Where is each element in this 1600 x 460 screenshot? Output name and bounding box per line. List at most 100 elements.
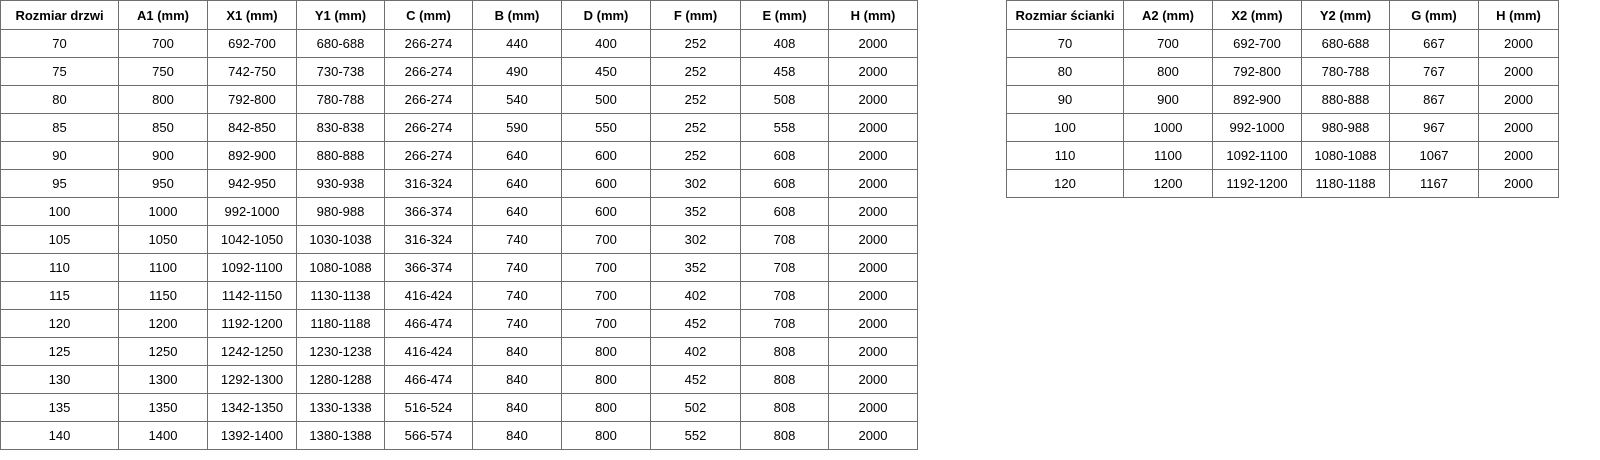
table-cell: 90 xyxy=(1006,85,1124,114)
table-cell: 502 xyxy=(650,393,741,422)
table-cell: 316-324 xyxy=(384,225,473,254)
table-cell: 608 xyxy=(740,169,829,198)
table-cell: 1280-1288 xyxy=(296,365,385,394)
table-cell: 1380-1388 xyxy=(296,421,385,450)
table-row: 75 750 742-750 730-738 266-274 490 450 252 458 20… xyxy=(0,57,918,86)
table-cell: 808 xyxy=(740,393,829,422)
table-cell: 1050 xyxy=(118,225,208,254)
table-cell: 1200 xyxy=(118,309,208,338)
table-row: 135 1350 1342-1350 1330-1338 516-524 840 800 50… xyxy=(0,393,918,422)
table-cell: 100 xyxy=(1006,113,1124,142)
table-cell: 80 xyxy=(1006,57,1124,86)
table-row: 85 850 842-850 830-838 266-274 590 550 252 558 20… xyxy=(0,113,918,142)
walls-dimensions-table: Rozmiar ścianki A2 (mm) X2 (mm) Y2 (mm) G (m… xyxy=(1006,0,1559,198)
table-cell: 992-1000 xyxy=(207,197,297,226)
table-cell: 70 xyxy=(1006,29,1124,58)
table-cell: 740 xyxy=(472,281,562,310)
table-cell: 125 xyxy=(0,337,119,366)
table-cell: 600 xyxy=(561,169,651,198)
table-cell: 800 xyxy=(1123,57,1213,86)
table-cell: 458 xyxy=(740,57,829,86)
table-cell: 516-524 xyxy=(384,393,473,422)
table-cell: 466-474 xyxy=(384,365,473,394)
table-cell: 800 xyxy=(561,393,651,422)
table-cell: 2000 xyxy=(828,29,918,58)
table-cell: 590 xyxy=(472,113,562,142)
table-row: 115 1150 1142-1150 1130-1138 416-424 740 700 40… xyxy=(0,281,918,310)
table-cell: 100 xyxy=(0,197,119,226)
table-row: 110 1100 1092-1100 1080-1088 366-374 740 700 35… xyxy=(0,253,918,282)
table-cell: 2000 xyxy=(828,365,918,394)
table-cell: 792-800 xyxy=(207,85,297,114)
table-cell: 2000 xyxy=(828,281,918,310)
column-header: E (mm) xyxy=(740,0,829,30)
table-cell: 266-274 xyxy=(384,57,473,86)
table-cell: 640 xyxy=(472,169,562,198)
table-cell: 840 xyxy=(472,365,562,394)
table-cell: 800 xyxy=(561,337,651,366)
table-cell: 1100 xyxy=(1123,141,1213,170)
table-cell: 1167 xyxy=(1389,169,1479,198)
table-cell: 708 xyxy=(740,309,829,338)
table-cell: 740 xyxy=(472,309,562,338)
table-cell: 1150 xyxy=(118,281,208,310)
table-cell: 266-274 xyxy=(384,113,473,142)
table-cell: 708 xyxy=(740,281,829,310)
table-cell: 1400 xyxy=(118,421,208,450)
table-cell: 366-374 xyxy=(384,253,473,282)
table-cell: 880-888 xyxy=(1301,85,1390,114)
table-cell: 140 xyxy=(0,421,119,450)
table-cell: 967 xyxy=(1389,113,1479,142)
table-cell: 980-988 xyxy=(1301,113,1390,142)
table-cell: 850 xyxy=(118,113,208,142)
table-cell: 500 xyxy=(561,85,651,114)
table-cell: 1250 xyxy=(118,337,208,366)
table-cell: 120 xyxy=(1006,169,1124,198)
table-cell: 808 xyxy=(740,337,829,366)
table-cell: 1200 xyxy=(1123,169,1213,198)
table-cell: 508 xyxy=(740,85,829,114)
table-cell: 2000 xyxy=(828,337,918,366)
table-cell: 366-374 xyxy=(384,197,473,226)
table-row: 90 900 892-900 880-888 867 2000 xyxy=(1006,85,1559,114)
table-cell: 2000 xyxy=(1478,169,1559,198)
table-cell: 105 xyxy=(0,225,119,254)
table-cell: 742-750 xyxy=(207,57,297,86)
table-cell: 540 xyxy=(472,85,562,114)
table-row: 120 1200 1192-1200 1180-1188 1167 2000 xyxy=(1006,169,1559,198)
table-cell: 85 xyxy=(0,113,119,142)
table-cell: 135 xyxy=(0,393,119,422)
table-cell: 2000 xyxy=(1478,141,1559,170)
table-cell: 2000 xyxy=(828,141,918,170)
table-cell: 1230-1238 xyxy=(296,337,385,366)
table-row: 120 1200 1192-1200 1180-1188 466-474 740 700 45… xyxy=(0,309,918,338)
table-cell: 867 xyxy=(1389,85,1479,114)
table-cell: 700 xyxy=(118,29,208,58)
table-cell: 2000 xyxy=(1478,85,1559,114)
table-cell: 302 xyxy=(650,225,741,254)
table-cell: 1180-1188 xyxy=(1301,169,1390,198)
table-cell: 550 xyxy=(561,113,651,142)
table-cell: 700 xyxy=(561,309,651,338)
table-row: 90 900 892-900 880-888 266-274 640 600 252 608 20… xyxy=(0,141,918,170)
table-cell: 800 xyxy=(561,421,651,450)
doors-dimensions-table: Rozmiar drzwi A1 (mm) X1 (mm) Y1 (mm) C (mm)… xyxy=(0,0,918,450)
table-cell: 490 xyxy=(472,57,562,86)
table-row: 95 950 942-950 930-938 316-324 640 600 302 608 20… xyxy=(0,169,918,198)
header-row: Rozmiar ścianki A2 (mm) X2 (mm) Y2 (mm) G (m… xyxy=(1006,0,1559,30)
header-row: Rozmiar drzwi A1 (mm) X1 (mm) Y1 (mm) C (mm)… xyxy=(0,0,918,30)
table-cell: 2000 xyxy=(828,393,918,422)
table-cell: 1080-1088 xyxy=(1301,141,1390,170)
table-cell: 780-788 xyxy=(296,85,385,114)
table-cell: 640 xyxy=(472,197,562,226)
table-cell: 767 xyxy=(1389,57,1479,86)
column-header: C (mm) xyxy=(384,0,473,30)
table-cell: 120 xyxy=(0,309,119,338)
table-cell: 302 xyxy=(650,169,741,198)
table-cell: 352 xyxy=(650,253,741,282)
table-cell: 552 xyxy=(650,421,741,450)
table-cell: 808 xyxy=(740,365,829,394)
table-cell: 408 xyxy=(740,29,829,58)
table-cell: 2000 xyxy=(828,85,918,114)
table-cell: 2000 xyxy=(828,169,918,198)
